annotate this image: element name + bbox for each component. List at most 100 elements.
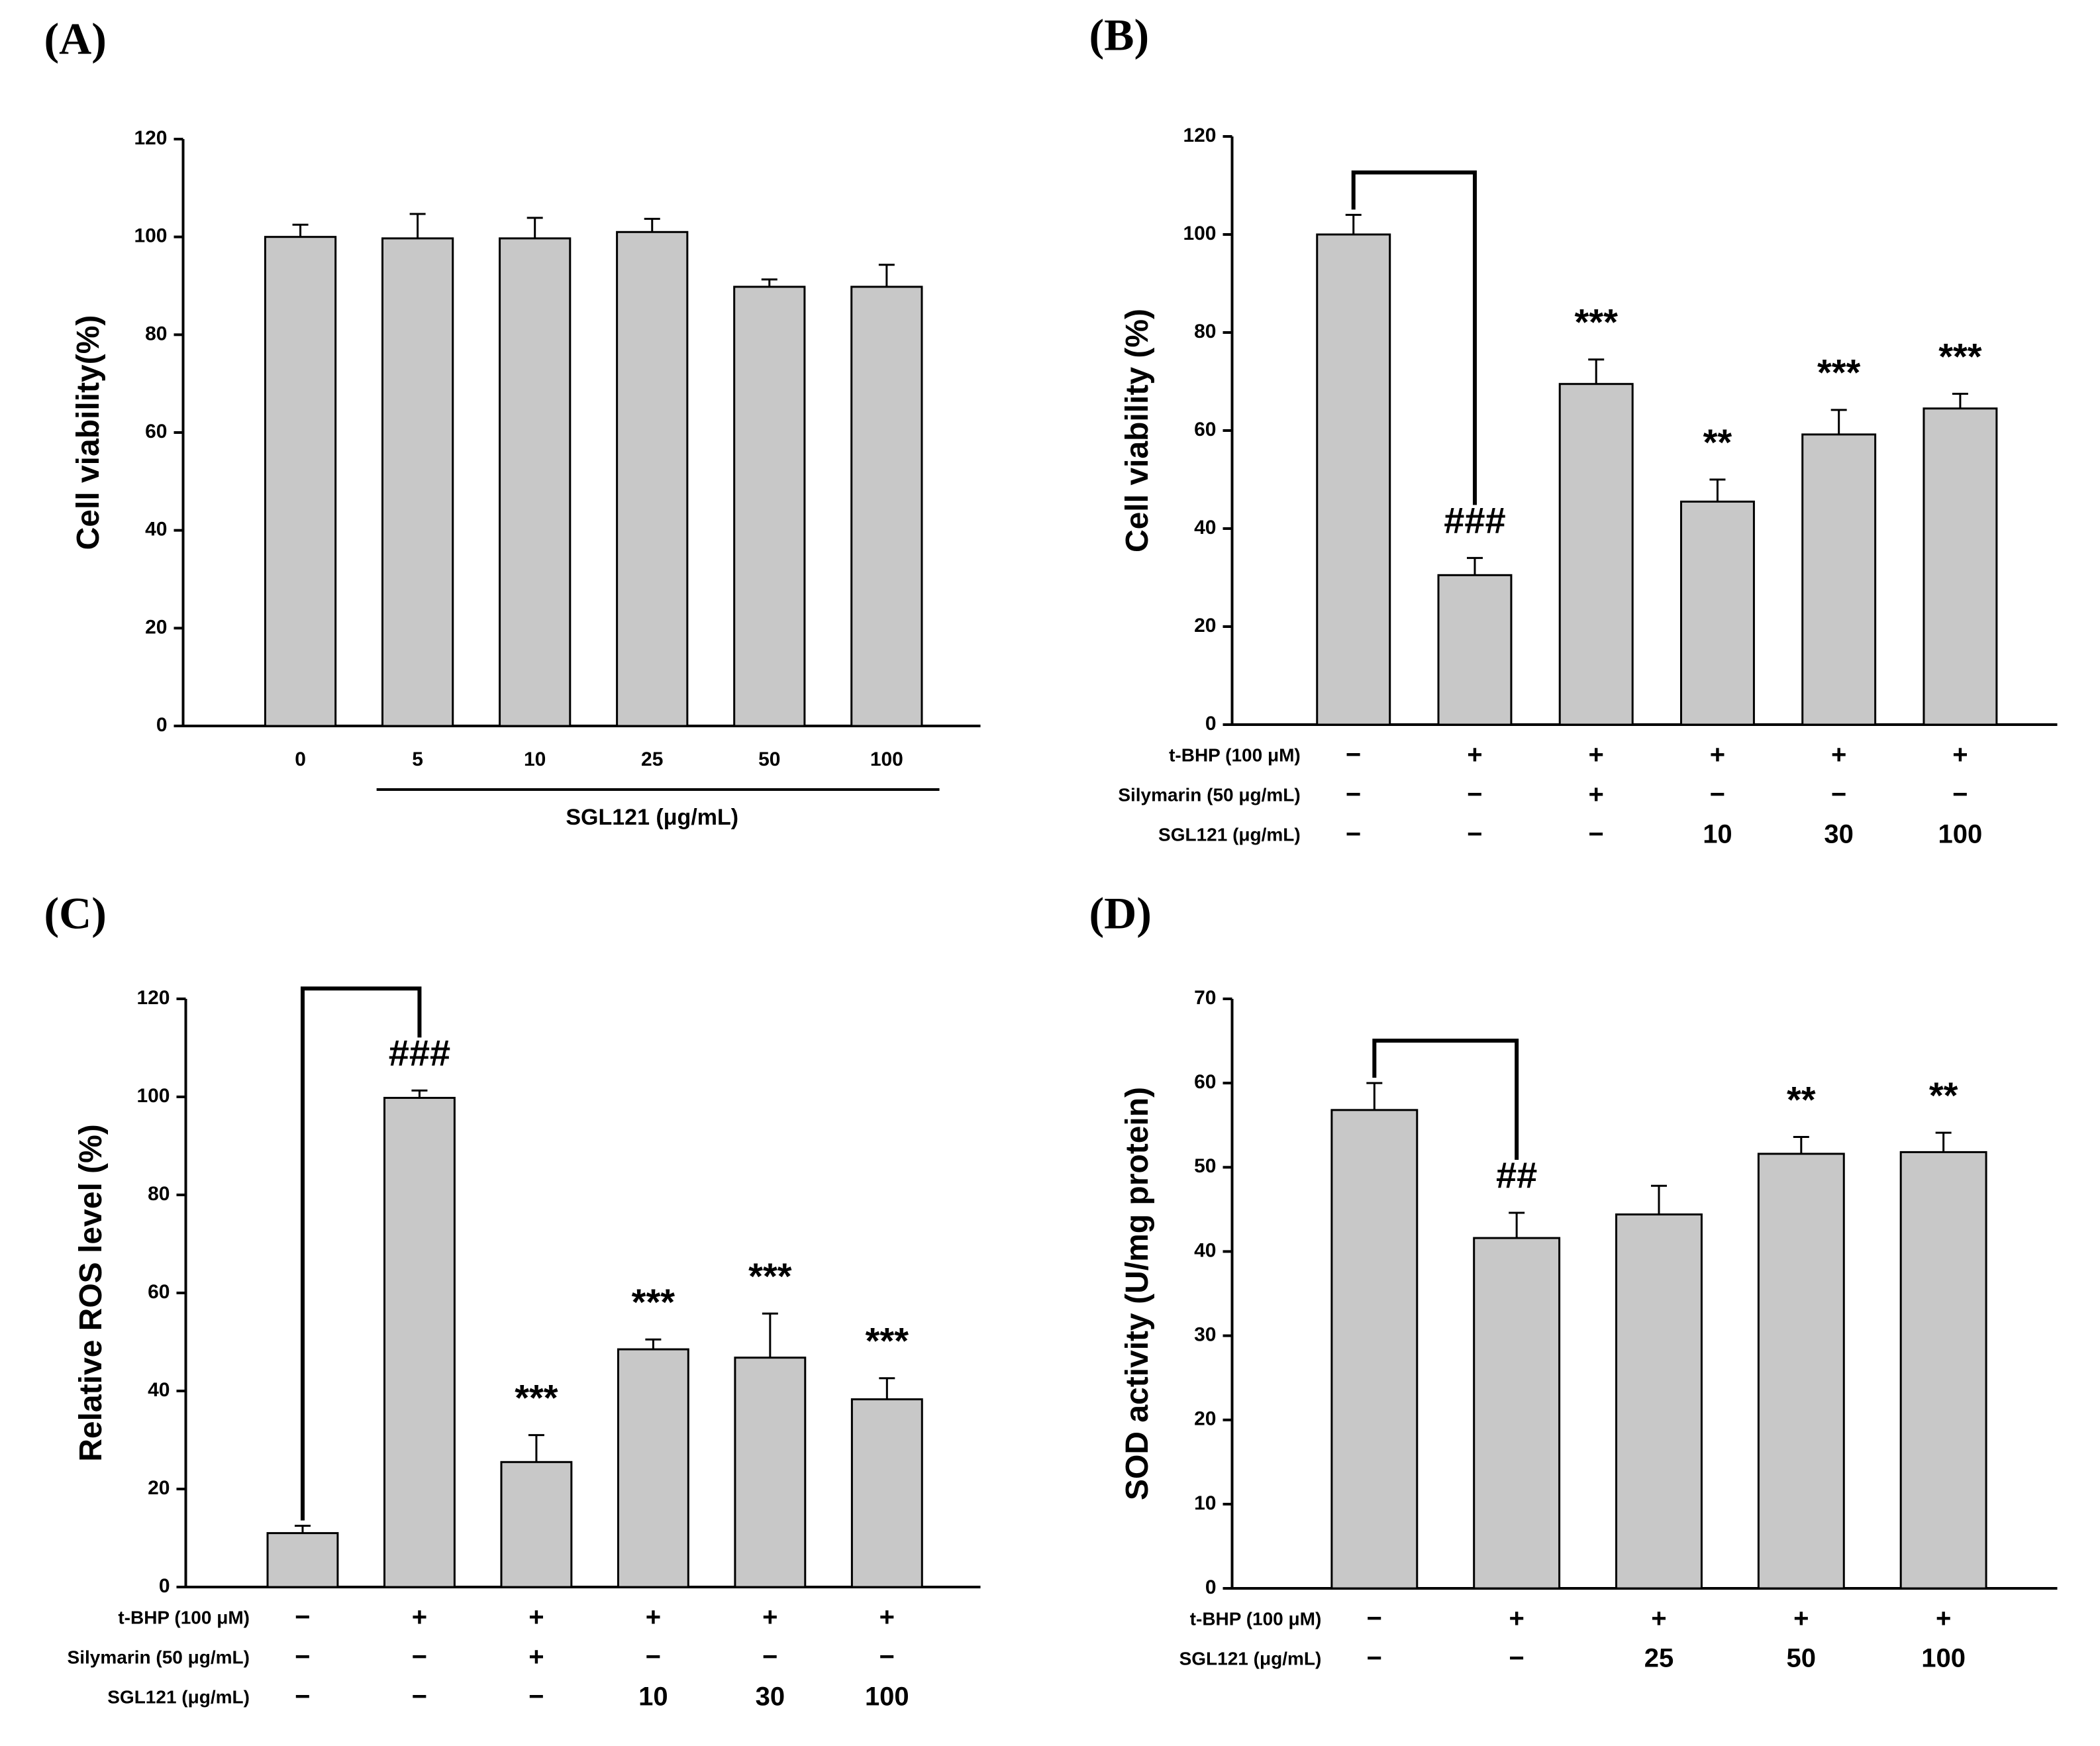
condition-value: − <box>1831 780 1846 809</box>
bar <box>1757 1153 1845 1590</box>
condition-value: + <box>528 1603 544 1632</box>
condition-value: − <box>1952 780 1968 809</box>
y-tick-label: 10 <box>1194 1492 1216 1514</box>
bar <box>1330 1109 1419 1590</box>
error-bar <box>1793 1136 1809 1154</box>
condition-value: + <box>1952 741 1968 770</box>
significance: ### <box>389 1032 450 1074</box>
y-axis-label: Relative ROS level (%) <box>74 1124 109 1462</box>
condition-value: − <box>295 1603 310 1632</box>
condition-value: − <box>412 1643 427 1672</box>
y-tick-label: 120 <box>134 127 167 149</box>
y-tick-label: 40 <box>1194 1239 1216 1261</box>
y-tick-label: 100 <box>136 1085 170 1107</box>
condition-value: + <box>1831 741 1846 770</box>
y-tick-label: 80 <box>145 323 167 344</box>
condition-value: − <box>762 1643 777 1672</box>
error-bar <box>294 1525 311 1533</box>
error-bar <box>1366 1082 1383 1110</box>
error-bar <box>879 1377 895 1400</box>
significance: ** <box>1929 1074 1958 1116</box>
y-tick-label: 60 <box>1194 419 1216 440</box>
significance: ** <box>1787 1078 1816 1120</box>
y-tick-label: 80 <box>1194 321 1216 342</box>
bar <box>734 1357 807 1588</box>
bar <box>1473 1237 1561 1590</box>
x-tick-label: 25 <box>641 748 663 770</box>
significance: *** <box>1938 335 1982 377</box>
bar <box>1899 1151 1987 1590</box>
x-tick-label: 5 <box>412 748 423 770</box>
error-bar <box>1830 409 1847 435</box>
condition-value: + <box>762 1603 777 1632</box>
condition-value: 100 <box>1921 1644 1966 1673</box>
error-bar <box>645 1338 662 1350</box>
condition-value: − <box>1467 820 1482 849</box>
error-bar <box>1466 556 1483 576</box>
condition-label: SGL121 (μg/mL) <box>1179 1648 1322 1669</box>
condition-label: Silymarin (50 μg/mL) <box>1118 784 1300 805</box>
condition-value: 100 <box>865 1682 909 1712</box>
bar <box>1316 233 1391 726</box>
condition-label: t-BHP (100 μM) <box>1169 745 1301 765</box>
y-tick-label: 60 <box>1194 1071 1216 1093</box>
error-bar <box>1588 358 1605 384</box>
condition-value: − <box>1367 1644 1382 1673</box>
x-tick-label: 100 <box>870 748 903 770</box>
error-bar <box>1345 213 1362 234</box>
condition-value: + <box>1710 741 1725 770</box>
error-bar <box>761 278 777 287</box>
condition-value: − <box>528 1682 544 1712</box>
condition-value: 25 <box>1644 1644 1674 1673</box>
significance: *** <box>1575 301 1619 342</box>
error-bar <box>762 1312 778 1358</box>
condition-value: − <box>1589 820 1604 849</box>
error-bar <box>1935 1131 1952 1153</box>
y-tick-label: 80 <box>148 1183 170 1205</box>
bar <box>499 237 572 727</box>
condition-value: + <box>879 1603 895 1632</box>
panel-label: (C) <box>44 888 107 939</box>
y-tick-label: 60 <box>148 1281 170 1303</box>
bar <box>617 1348 689 1588</box>
y-tick-label: 120 <box>136 987 170 1009</box>
y-tick-label: 30 <box>1194 1323 1216 1345</box>
condition-value: + <box>1651 1604 1666 1633</box>
bar <box>616 231 689 727</box>
bar <box>500 1461 573 1588</box>
condition-value: + <box>1793 1604 1809 1633</box>
condition-label: t-BHP (100 μM) <box>118 1607 250 1627</box>
y-tick-label: 40 <box>145 519 167 540</box>
error-bar <box>1952 393 1968 409</box>
bar <box>1923 407 1998 726</box>
y-tick-label: 0 <box>156 714 168 736</box>
y-tick-label: 120 <box>1183 125 1216 146</box>
y-tick-label: 20 <box>145 616 167 638</box>
y-tick-label: 100 <box>1183 223 1216 244</box>
condition-value: 10 <box>1703 820 1732 849</box>
bar <box>1679 500 1755 726</box>
condition-value: − <box>1346 820 1361 849</box>
panel-label: (B) <box>1089 10 1150 60</box>
significance: *** <box>632 1281 675 1323</box>
error-bar <box>644 217 660 232</box>
significance: *** <box>1817 352 1861 393</box>
y-axis-label: SOD activity (U/mg protein) <box>1120 1087 1155 1500</box>
condition-value: − <box>1346 780 1361 809</box>
condition-label: SGL121 (μg/mL) <box>1158 824 1301 845</box>
bar <box>264 236 337 727</box>
x-tick-label: 0 <box>295 748 306 770</box>
condition-value: − <box>1509 1644 1524 1673</box>
condition-value: − <box>295 1643 310 1672</box>
bar <box>850 285 923 727</box>
condition-value: + <box>1589 780 1604 809</box>
error-bar <box>1509 1211 1525 1239</box>
significance: ### <box>1444 499 1505 541</box>
significance: ## <box>1496 1155 1537 1196</box>
condition-value: 50 <box>1787 1644 1817 1673</box>
x-tick-label: 10 <box>524 748 546 770</box>
condition-label: SGL121 (μg/mL) <box>107 1686 250 1707</box>
condition-value: + <box>528 1643 544 1672</box>
condition-value: + <box>412 1603 427 1632</box>
